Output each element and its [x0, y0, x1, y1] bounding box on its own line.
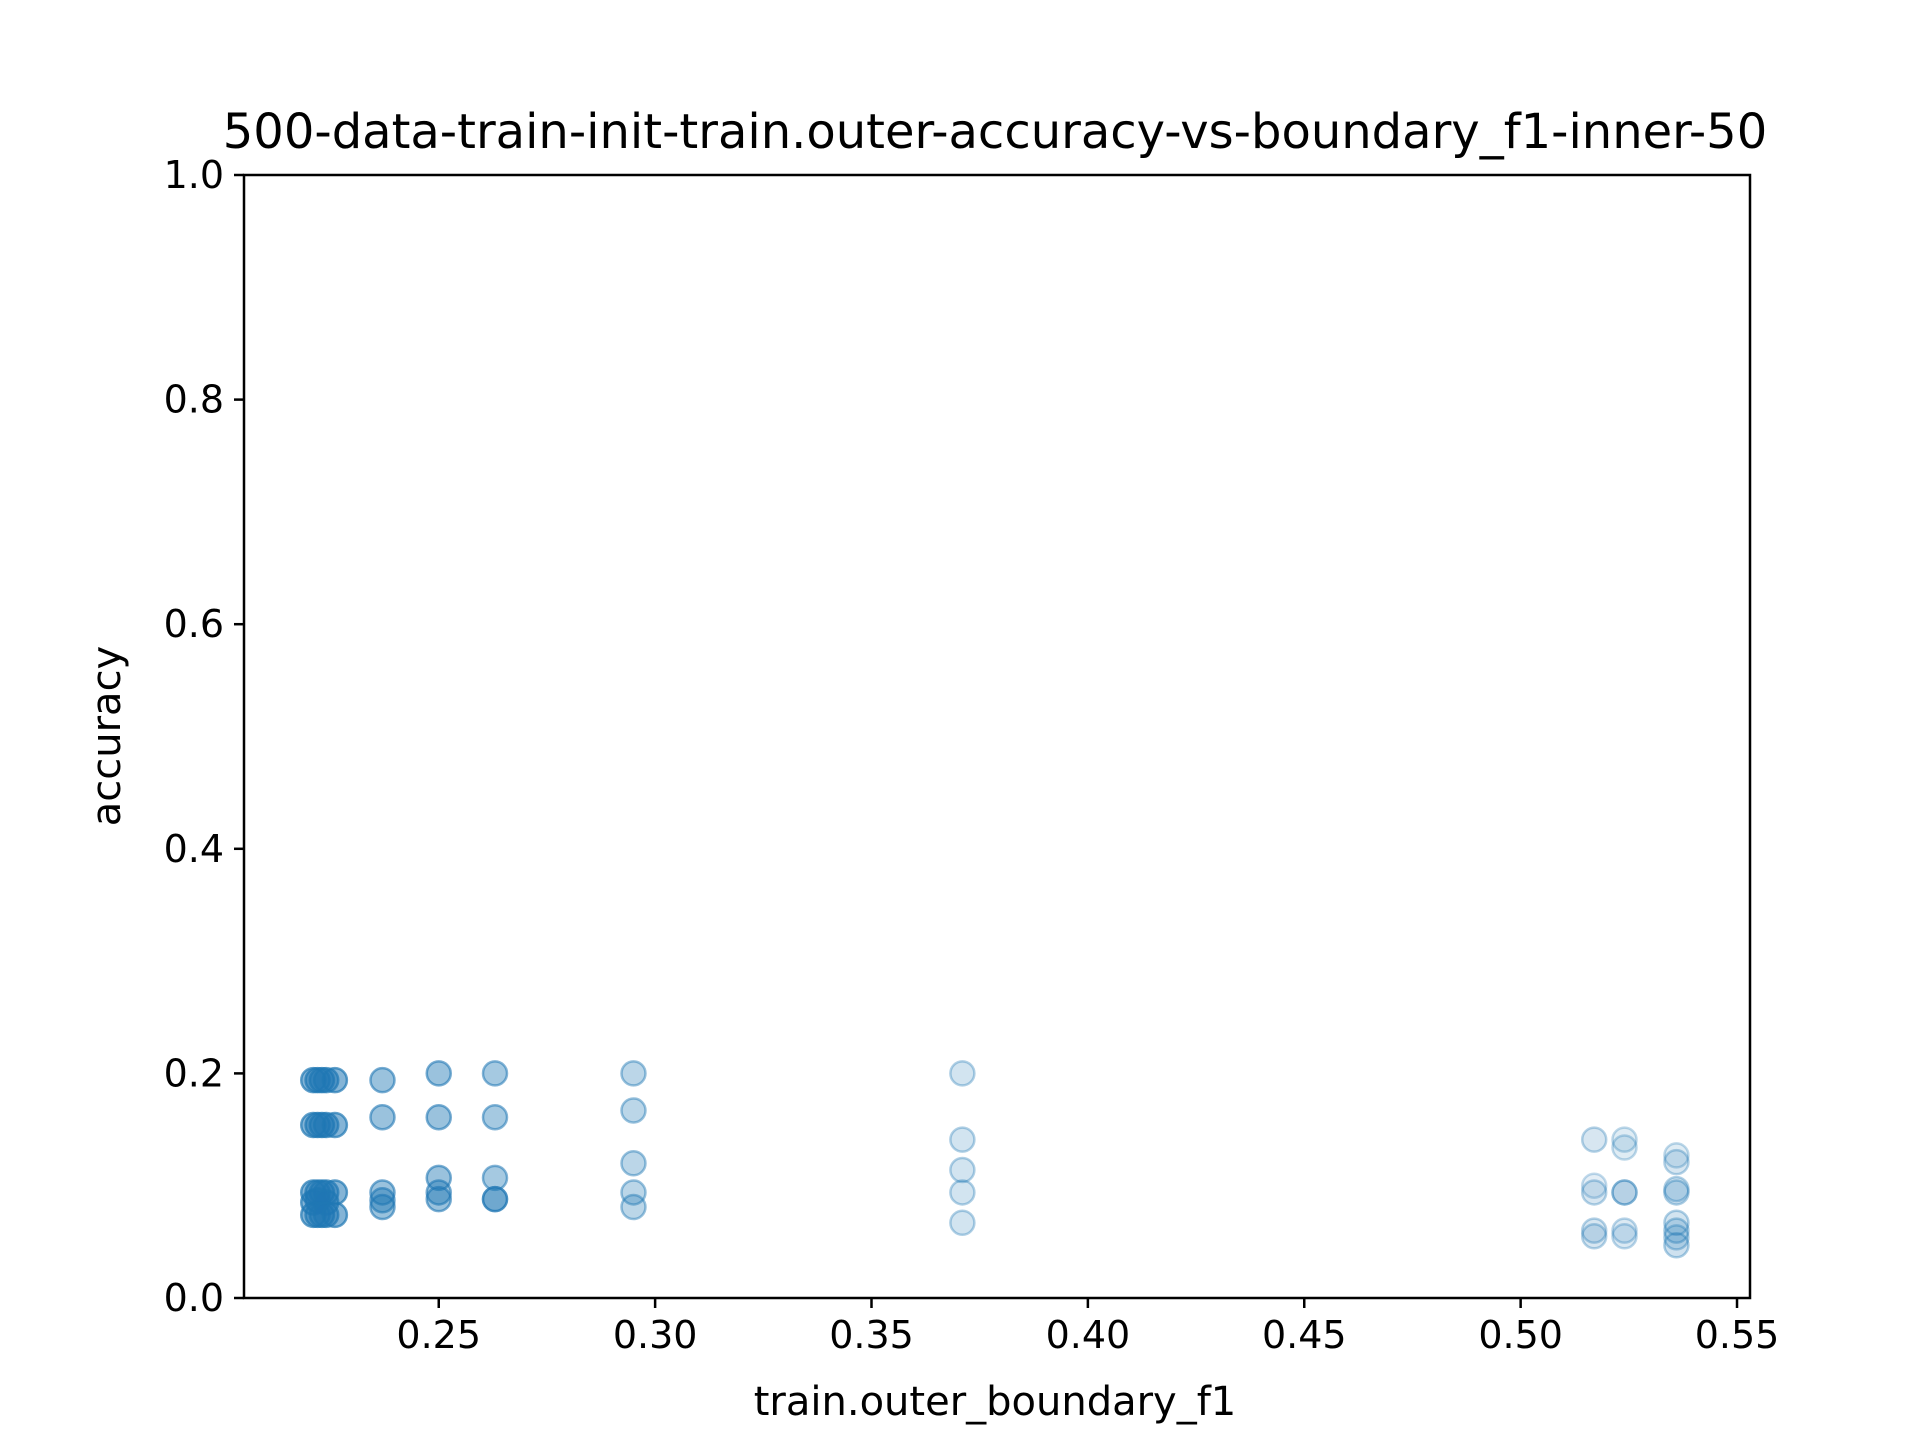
- x-tick-label: 0.50: [1478, 1313, 1563, 1357]
- x-axis-ticks: 0.25 0.30 0.35 0.40 0.45 0.50 0.55: [396, 1298, 1779, 1357]
- data-point: [1663, 1179, 1690, 1206]
- data-point: [1580, 1126, 1608, 1153]
- y-tick-label: 0.0: [164, 1276, 224, 1320]
- data-point: [369, 1066, 396, 1094]
- data-point: [369, 1193, 396, 1221]
- data-point: [1580, 1222, 1608, 1250]
- data-point: [481, 1185, 509, 1213]
- data-point: [1580, 1179, 1608, 1206]
- data-point: [425, 1060, 452, 1087]
- data-point: [321, 1066, 349, 1094]
- data-point: [481, 1164, 509, 1192]
- data-point: [1611, 1179, 1638, 1206]
- data-point: [425, 1179, 452, 1206]
- data-points: [299, 1060, 1690, 1259]
- data-point: [1663, 1175, 1690, 1203]
- data-point: [949, 1156, 976, 1184]
- data-point: [425, 1103, 452, 1131]
- plot-area-frame: [242, 173, 1752, 1300]
- x-tick-label: 0.40: [1046, 1313, 1131, 1357]
- data-point: [1580, 1217, 1608, 1244]
- data-point: [620, 1193, 647, 1221]
- data-point: [321, 1201, 349, 1229]
- data-point: [1611, 1222, 1638, 1250]
- data-point: [949, 1179, 976, 1206]
- y-axis-label: accuracy: [84, 646, 130, 826]
- data-point: [620, 1060, 647, 1087]
- data-point: [949, 1060, 976, 1087]
- data-point: [1663, 1224, 1690, 1251]
- y-tick-label: 1.0: [164, 153, 224, 197]
- y-tick-label: 0.2: [164, 1051, 224, 1095]
- data-point: [1611, 1134, 1638, 1161]
- data-point: [1663, 1231, 1690, 1259]
- data-point: [321, 1111, 349, 1139]
- data-point: [369, 1187, 396, 1214]
- data-point: [425, 1185, 452, 1213]
- data-point: [949, 1126, 976, 1153]
- x-tick-label: 0.25: [396, 1313, 481, 1357]
- data-point: [949, 1209, 976, 1237]
- y-tick-label: 0.4: [164, 827, 224, 871]
- chart-title: 500-data-train-init-train.outer-accuracy…: [223, 104, 1767, 160]
- data-point: [620, 1149, 647, 1177]
- data-point: [1611, 1179, 1638, 1206]
- x-tick-label: 0.30: [613, 1313, 698, 1357]
- data-point: [425, 1164, 452, 1192]
- data-point: [1580, 1172, 1608, 1199]
- x-tick-label: 0.55: [1695, 1313, 1780, 1357]
- data-point: [369, 1179, 396, 1206]
- y-axis-ticks: 0.0 0.2 0.4 0.6 0.8 1.0: [164, 153, 244, 1320]
- data-point: [1663, 1217, 1690, 1244]
- data-point: [1663, 1142, 1690, 1169]
- data-point: [1663, 1209, 1690, 1237]
- data-point: [620, 1097, 647, 1124]
- x-axis-label: train.outer_boundary_f1: [754, 1379, 1237, 1425]
- data-point: [1611, 1217, 1638, 1244]
- data-point: [620, 1179, 647, 1206]
- data-point: [1611, 1126, 1638, 1153]
- x-tick-label: 0.45: [1262, 1313, 1347, 1357]
- data-point: [369, 1103, 396, 1131]
- data-point: [481, 1060, 509, 1087]
- y-tick-label: 0.8: [164, 378, 224, 422]
- data-point: [481, 1103, 509, 1131]
- y-tick-label: 0.6: [164, 602, 224, 646]
- data-point: [1663, 1148, 1690, 1176]
- x-tick-label: 0.35: [829, 1313, 914, 1357]
